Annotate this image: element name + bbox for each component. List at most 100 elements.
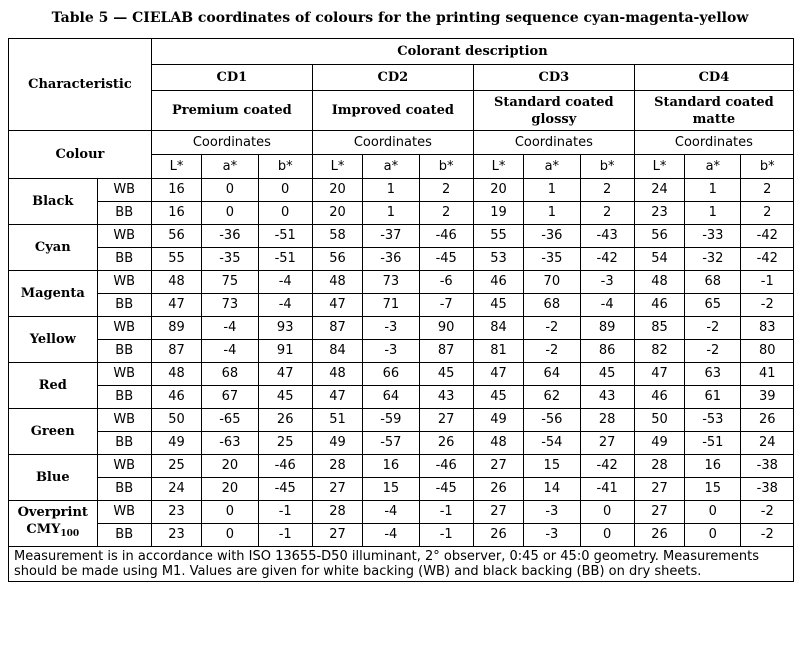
value-cell: 1 — [684, 178, 742, 202]
value-cell: -46 — [418, 224, 474, 248]
value-cell: 66 — [362, 362, 420, 386]
value-cell: 23 — [633, 201, 686, 225]
value-cell: -4 — [362, 523, 420, 547]
colour-label: Red — [8, 362, 98, 409]
value-cell: 55 — [472, 224, 525, 248]
value-cell: 89 — [579, 316, 635, 340]
value-cell: 27 — [633, 500, 686, 524]
cd1-description: Premium coated — [150, 90, 313, 131]
value-cell: -42 — [740, 224, 794, 248]
colour-label: Green — [8, 408, 98, 455]
value-cell: -4 — [201, 339, 259, 363]
value-cell: -4 — [257, 293, 313, 317]
backing-label: BB — [96, 431, 152, 455]
value-cell: -33 — [684, 224, 742, 248]
cd2-name: CD2 — [311, 64, 474, 91]
colour-label: Cyan — [8, 224, 98, 271]
value-cell: -42 — [579, 247, 635, 271]
value-cell: 56 — [311, 247, 364, 271]
value-cell: 1 — [362, 178, 420, 202]
value-cell: -51 — [257, 247, 313, 271]
value-cell: 45 — [257, 385, 313, 409]
value-cell: 28 — [311, 454, 364, 478]
value-cell: -4 — [257, 270, 313, 294]
value-cell: -57 — [362, 431, 420, 455]
value-cell: -42 — [579, 454, 635, 478]
table-row: Blue WB 25 20 -46 28 16 -46 27 15 -42 28 16 -38 — [8, 454, 794, 501]
value-cell: 26 — [633, 523, 686, 547]
value-cell: 45 — [472, 385, 525, 409]
value-cell: 61 — [684, 385, 742, 409]
value-cell: 73 — [201, 293, 259, 317]
value-cell: 46 — [150, 385, 203, 409]
value-cell: 89 — [150, 316, 203, 340]
value-cell: 48 — [472, 431, 525, 455]
value-cell: -2 — [684, 339, 742, 363]
cielab-table: Characteristic Colorant description CD1 … — [8, 38, 795, 582]
value-cell: 26 — [472, 523, 525, 547]
axis-b: b* — [418, 154, 474, 179]
value-cell: -51 — [684, 431, 742, 455]
value-cell: 0 — [579, 500, 635, 524]
value-cell: 23 — [150, 500, 203, 524]
value-cell: 87 — [150, 339, 203, 363]
backing-label: BB — [96, 385, 152, 409]
value-cell: -32 — [684, 247, 742, 271]
value-cell: -35 — [201, 247, 259, 271]
axis-a: a* — [523, 154, 581, 179]
value-cell: 1 — [362, 201, 420, 225]
value-cell: 49 — [150, 431, 203, 455]
value-cell: 27 — [633, 477, 686, 501]
value-cell: 81 — [472, 339, 525, 363]
cd4-name: CD4 — [633, 64, 795, 91]
value-cell: 43 — [418, 385, 474, 409]
value-cell: 68 — [523, 293, 581, 317]
value-cell: -6 — [418, 270, 474, 294]
value-cell: 73 — [362, 270, 420, 294]
value-cell: 27 — [311, 477, 364, 501]
value-cell: 46 — [633, 385, 686, 409]
value-cell: 25 — [150, 454, 203, 478]
value-cell: 24 — [740, 431, 794, 455]
value-cell: 20 — [472, 178, 525, 202]
value-cell: -41 — [579, 477, 635, 501]
colour-header: Colour — [8, 130, 152, 179]
value-cell: 0 — [201, 523, 259, 547]
value-cell: 0 — [579, 523, 635, 547]
value-cell: 14 — [523, 477, 581, 501]
value-cell: -43 — [579, 224, 635, 248]
value-cell: -36 — [201, 224, 259, 248]
value-cell: 16 — [150, 178, 203, 202]
colour-label: Yellow — [8, 316, 98, 363]
value-cell: 43 — [579, 385, 635, 409]
value-cell: 27 — [418, 408, 474, 432]
backing-label: WB — [96, 408, 152, 432]
table-row: BB 23 0 -1 27 -4 -1 26 -3 0 26 0 -2 — [9, 523, 794, 547]
value-cell: 2 — [418, 201, 474, 225]
value-cell: 28 — [633, 454, 686, 478]
value-cell: 2 — [740, 178, 794, 202]
value-cell: -46 — [418, 454, 474, 478]
value-cell: 26 — [740, 408, 794, 432]
backing-label: WB — [96, 224, 152, 248]
value-cell: 63 — [684, 362, 742, 386]
value-cell: 20 — [201, 477, 259, 501]
backing-label: WB — [96, 454, 152, 478]
value-cell: 26 — [418, 431, 474, 455]
value-cell: -3 — [362, 316, 420, 340]
value-cell: 46 — [472, 270, 525, 294]
value-cell: 27 — [472, 500, 525, 524]
table-row: Black WB 16 0 0 20 1 2 20 1 2 24 1 2 — [8, 178, 794, 225]
value-cell: 15 — [362, 477, 420, 501]
table-row: BB 47 73 -4 47 71 -7 45 68 -4 46 65 -2 — [9, 293, 794, 317]
value-cell: -2 — [740, 500, 794, 524]
value-cell: 50 — [633, 408, 686, 432]
axis-b: b* — [257, 154, 313, 179]
axis-a: a* — [362, 154, 420, 179]
axis-l: L* — [311, 154, 364, 179]
colour-label: Magenta — [8, 270, 98, 317]
value-cell: 45 — [579, 362, 635, 386]
table-row: Magenta WB 48 75 -4 48 73 -6 46 70 -3 48 68 -1 — [8, 270, 794, 317]
colour-label: Black — [8, 178, 98, 225]
value-cell: -1 — [257, 523, 313, 547]
